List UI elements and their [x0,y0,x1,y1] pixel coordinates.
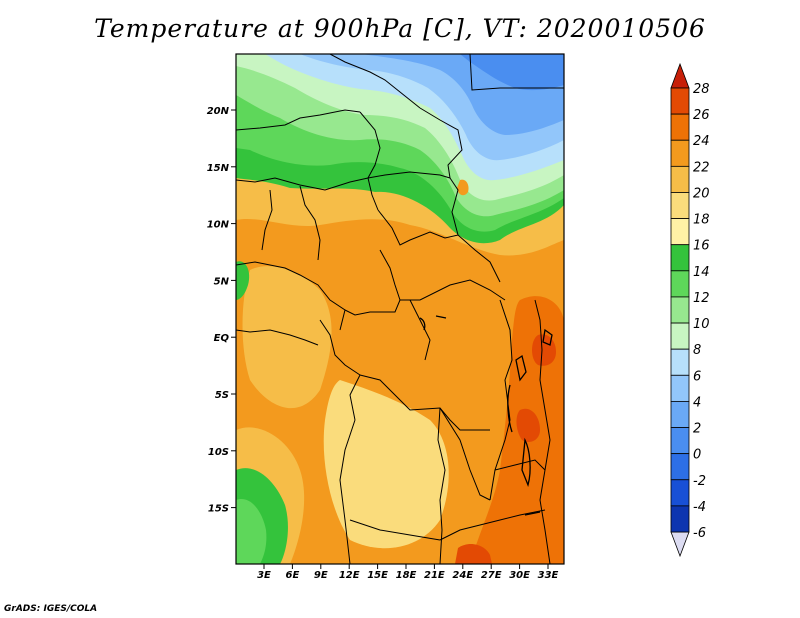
lat-tick-label: 15S [208,504,229,515]
lat-tick-label: EQ [214,333,230,344]
longitude-axis: 3E 6E 9E 12E 15E 18E 21E 24E 27E 30E 33E [257,564,559,581]
colorbar-segment [670,113,690,141]
lon-tick-label: 24E [452,570,473,581]
colorbar-segment [670,374,690,402]
colorbar-segment [670,244,690,272]
colorbar-segment [670,165,690,193]
lat-tick-label: 10N [207,220,230,231]
latitude-axis: 20N 15N 10N 5N EQ 5S 10S 15S [207,106,236,515]
colorbar-top-arrow [670,62,690,89]
colorbar-label: 10 [693,317,710,332]
colorbar-segment [670,505,690,533]
temperature-field [236,54,564,564]
lat-tick-label: 5S [215,390,229,401]
lat-tick-label: 5N [214,276,230,287]
footer-credit: GrADS: IGES/COLA [4,604,98,614]
colorbar-label: -4 [693,500,706,515]
colorbar-segment [670,139,690,167]
lon-tick-label: 12E [339,570,360,581]
lat-tick-label: 10S [208,447,229,458]
colorbar-label: 0 [693,448,701,463]
colorbar-label: 18 [693,213,710,228]
colorbar-label: 6 [693,369,701,384]
lon-tick-label: 30E [509,570,530,581]
colorbar-segment [670,87,690,115]
lon-tick-label: 21E [424,570,445,581]
colorbar-segment [670,296,690,324]
lon-tick-label: 15E [367,570,388,581]
colorbar-label: 8 [693,343,701,358]
lon-tick-label: 9E [314,570,328,581]
colorbar-label: 24 [693,134,710,149]
colorbar-segment [670,270,690,298]
map-frame [235,53,565,565]
colorbar-label: 12 [693,291,710,306]
chart-title: Temperature at 900hPa [C], VT: 202001050… [94,14,706,43]
colorbar-bottom-arrow [670,531,690,558]
lakes [419,315,553,516]
colorbar-label: 28 [693,82,710,97]
colorbar-label: 20 [693,186,710,201]
country-borders [236,54,564,564]
colorbar-segment [670,348,690,376]
lon-tick-label: 3E [257,570,271,581]
colorbar-segment [670,218,690,246]
colorbar-segment [670,427,690,455]
lon-tick-label: 6E [286,570,300,581]
colorbar-label: 16 [693,239,710,254]
colorbar-segment [670,453,690,481]
colorbar-label: -6 [693,526,706,541]
colorbar-label: -2 [693,474,706,489]
lon-tick-label: 18E [396,570,417,581]
lat-tick-label: 20N [207,106,230,117]
colorbar-label: 2 [693,422,701,437]
colorbar-label: 26 [693,108,710,123]
lat-tick-label: 15N [207,163,230,174]
colorbar-label: 14 [693,265,710,280]
colorbar-segment [670,479,690,507]
lon-tick-label: 27E [481,570,502,581]
colorbar-label: 22 [693,160,710,175]
colorbar-segment [670,192,690,219]
colorbar-label: 4 [693,395,701,410]
lon-tick-label: 33E [538,570,559,581]
colorbar-segment [670,322,690,350]
colorbar-segment [670,401,690,428]
